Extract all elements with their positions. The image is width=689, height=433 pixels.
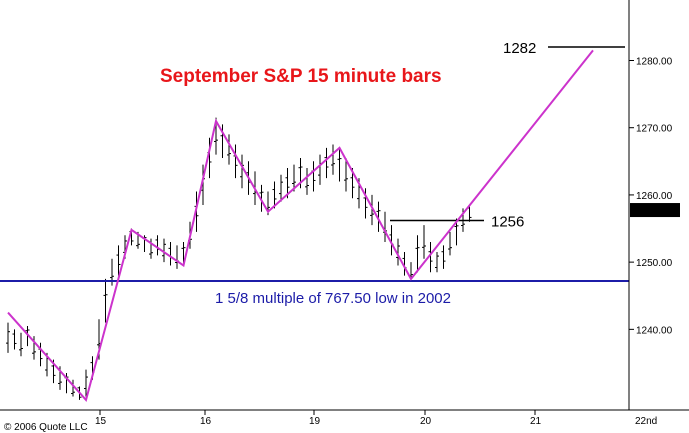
price-bar: [279, 174, 283, 202]
price-bar: [19, 332, 23, 357]
price-bar: [84, 369, 88, 397]
overlay-layer: 1 5/8 multiple of 767.50 low in 2002 1256…: [0, 40, 629, 402]
level-label-1256: 1256: [491, 213, 524, 230]
price-bar: [162, 238, 166, 263]
support-line-label: 1 5/8 multiple of 767.50 low in 2002: [215, 290, 451, 307]
price-bar: [324, 147, 329, 179]
price-bar: [331, 144, 335, 175]
price-bar: [227, 134, 231, 165]
price-bar: [25, 325, 30, 347]
last-price-label: 1257.75: [634, 206, 671, 217]
y-tick-label: 1250.00: [636, 258, 673, 269]
price-bar: [71, 379, 75, 397]
y-tick-label: 1270.00: [636, 124, 673, 135]
level-label-1282: 1282: [503, 40, 536, 57]
price-bar: [149, 238, 153, 259]
chart-title: September S&P 15 minute bars: [160, 66, 442, 87]
copyright-text: © 2006 Quote LLC: [4, 422, 88, 433]
price-bar: [396, 238, 400, 266]
x-tick-label: 15: [95, 416, 107, 427]
price-bar: [12, 329, 17, 350]
price-bar: [337, 147, 342, 182]
price-bar: [370, 194, 374, 226]
price-bar: [103, 278, 108, 323]
price-bar: [32, 336, 36, 360]
y-tick-label: 1280.00: [636, 56, 673, 67]
price-bar: [344, 157, 348, 192]
wave-pattern-line: [7, 49, 594, 402]
price-bar: [363, 188, 368, 219]
x-tick-label: 21: [530, 416, 542, 427]
price-bar: [428, 241, 433, 273]
x-tick-label: 22nd: [635, 416, 657, 427]
price-bar: [376, 201, 381, 232]
price-bar: [272, 181, 277, 209]
price-bar: [435, 252, 439, 273]
x-tick-label: 19: [309, 416, 321, 427]
price-bar: [259, 184, 264, 212]
price-bar: [422, 225, 426, 259]
price-bar: [415, 235, 420, 273]
y-tick-label: 1240.00: [636, 325, 673, 336]
x-tick-label: 20: [420, 416, 432, 427]
price-bar: [292, 164, 296, 192]
price-bar: [448, 231, 452, 256]
price-bar: [116, 245, 121, 276]
x-tick-label: 16: [200, 416, 212, 427]
y-tick-label: 1260.00: [636, 191, 673, 202]
price-bar: [305, 168, 309, 195]
last-price-box: [630, 203, 680, 218]
price-bar: [441, 245, 446, 269]
price-bar: [6, 322, 10, 353]
